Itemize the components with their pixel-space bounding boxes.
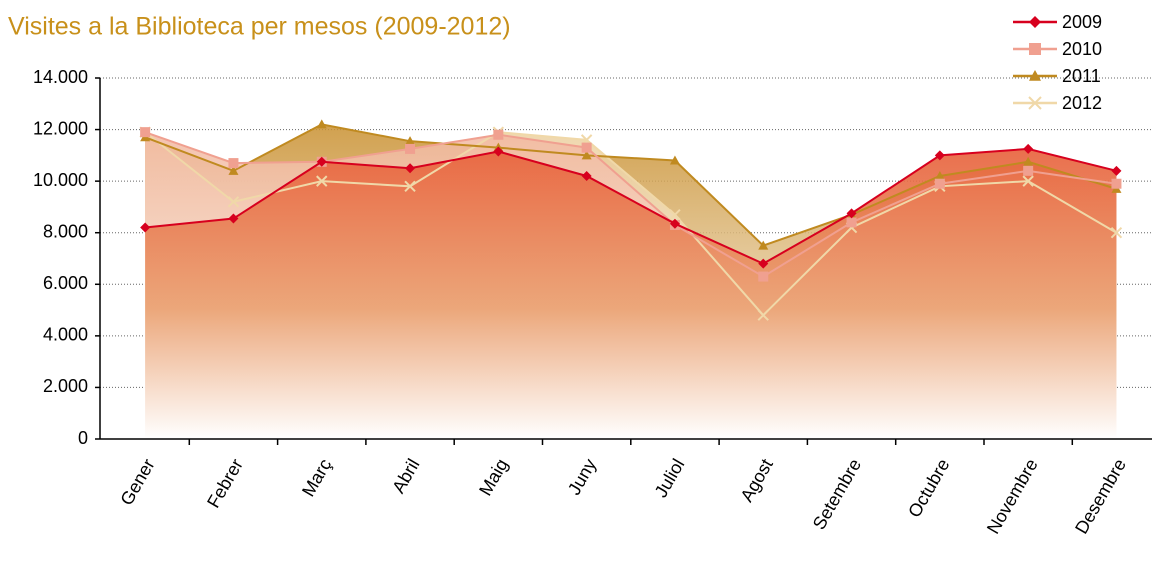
x-tick-label: Gener bbox=[116, 455, 158, 508]
marker bbox=[758, 240, 769, 250]
marker bbox=[581, 142, 592, 153]
marker bbox=[581, 150, 592, 160]
x-tick-label: Juny bbox=[564, 455, 600, 498]
x-tick-label: Març bbox=[298, 455, 335, 500]
x-tick-label: Abril bbox=[388, 455, 423, 496]
y-tick-label: 2.000 bbox=[43, 376, 88, 396]
legend-label: 2012 bbox=[1062, 93, 1102, 113]
marker bbox=[669, 155, 680, 165]
area bbox=[145, 148, 1117, 440]
marker bbox=[934, 150, 945, 161]
marker bbox=[493, 129, 504, 140]
line bbox=[144, 123, 1117, 247]
x-tick-label: Setembre bbox=[809, 455, 865, 533]
x-tick-label: Novembre bbox=[983, 455, 1042, 537]
marker bbox=[140, 127, 151, 138]
y-tick-label: 14.000 bbox=[33, 67, 88, 87]
marker bbox=[1028, 96, 1042, 110]
x-tick-label: Juliol bbox=[651, 455, 689, 501]
marker bbox=[758, 271, 769, 282]
y-tick-label: 4.000 bbox=[43, 325, 88, 345]
legend-label: 2011 bbox=[1062, 66, 1101, 86]
marker bbox=[228, 213, 239, 224]
marker bbox=[404, 180, 416, 193]
marker bbox=[846, 217, 857, 228]
x-tick-label: Febrer bbox=[203, 455, 247, 511]
marker bbox=[316, 119, 327, 129]
marker bbox=[581, 170, 592, 181]
legend-label: 2009 bbox=[1062, 12, 1102, 32]
legend-label: 2010 bbox=[1062, 39, 1102, 59]
x-tick-label: Octubre bbox=[904, 455, 953, 520]
marker bbox=[316, 175, 328, 187]
marker bbox=[316, 156, 327, 167]
y-tick-label: 10.000 bbox=[33, 170, 88, 190]
marker bbox=[757, 309, 769, 321]
marker bbox=[140, 222, 151, 233]
marker bbox=[227, 196, 240, 208]
marker bbox=[758, 258, 769, 269]
marker bbox=[1111, 165, 1122, 176]
marker bbox=[1023, 156, 1034, 166]
line bbox=[145, 147, 1117, 265]
marker bbox=[1023, 143, 1034, 154]
marker bbox=[228, 165, 239, 175]
line bbox=[144, 131, 1117, 317]
x-tick-label: Agost bbox=[736, 455, 776, 505]
x-tick-label: Desembre bbox=[1071, 455, 1130, 537]
marker bbox=[1110, 227, 1123, 239]
marker bbox=[669, 208, 681, 221]
marker bbox=[1029, 43, 1041, 55]
marker bbox=[228, 158, 239, 169]
chart-title: Visites a la Biblioteca per mesos (2009-… bbox=[8, 13, 511, 41]
marker bbox=[1029, 16, 1041, 28]
marker bbox=[493, 146, 504, 157]
marker bbox=[934, 170, 945, 180]
marker bbox=[1029, 70, 1041, 81]
y-tick-label: 12.000 bbox=[33, 118, 88, 138]
marker bbox=[934, 178, 945, 189]
marker bbox=[405, 163, 416, 174]
marker bbox=[1022, 175, 1034, 187]
marker bbox=[1111, 178, 1122, 189]
marker bbox=[1023, 165, 1034, 176]
marker bbox=[846, 208, 857, 219]
marker bbox=[405, 136, 416, 146]
marker bbox=[669, 218, 680, 229]
y-tick-label: 8.000 bbox=[43, 221, 88, 241]
line bbox=[144, 131, 1117, 278]
x-tick-label: Maig bbox=[475, 455, 512, 499]
y-tick-label: 0 bbox=[78, 428, 88, 448]
y-tick-label: 6.000 bbox=[43, 273, 88, 293]
marker bbox=[405, 143, 416, 154]
